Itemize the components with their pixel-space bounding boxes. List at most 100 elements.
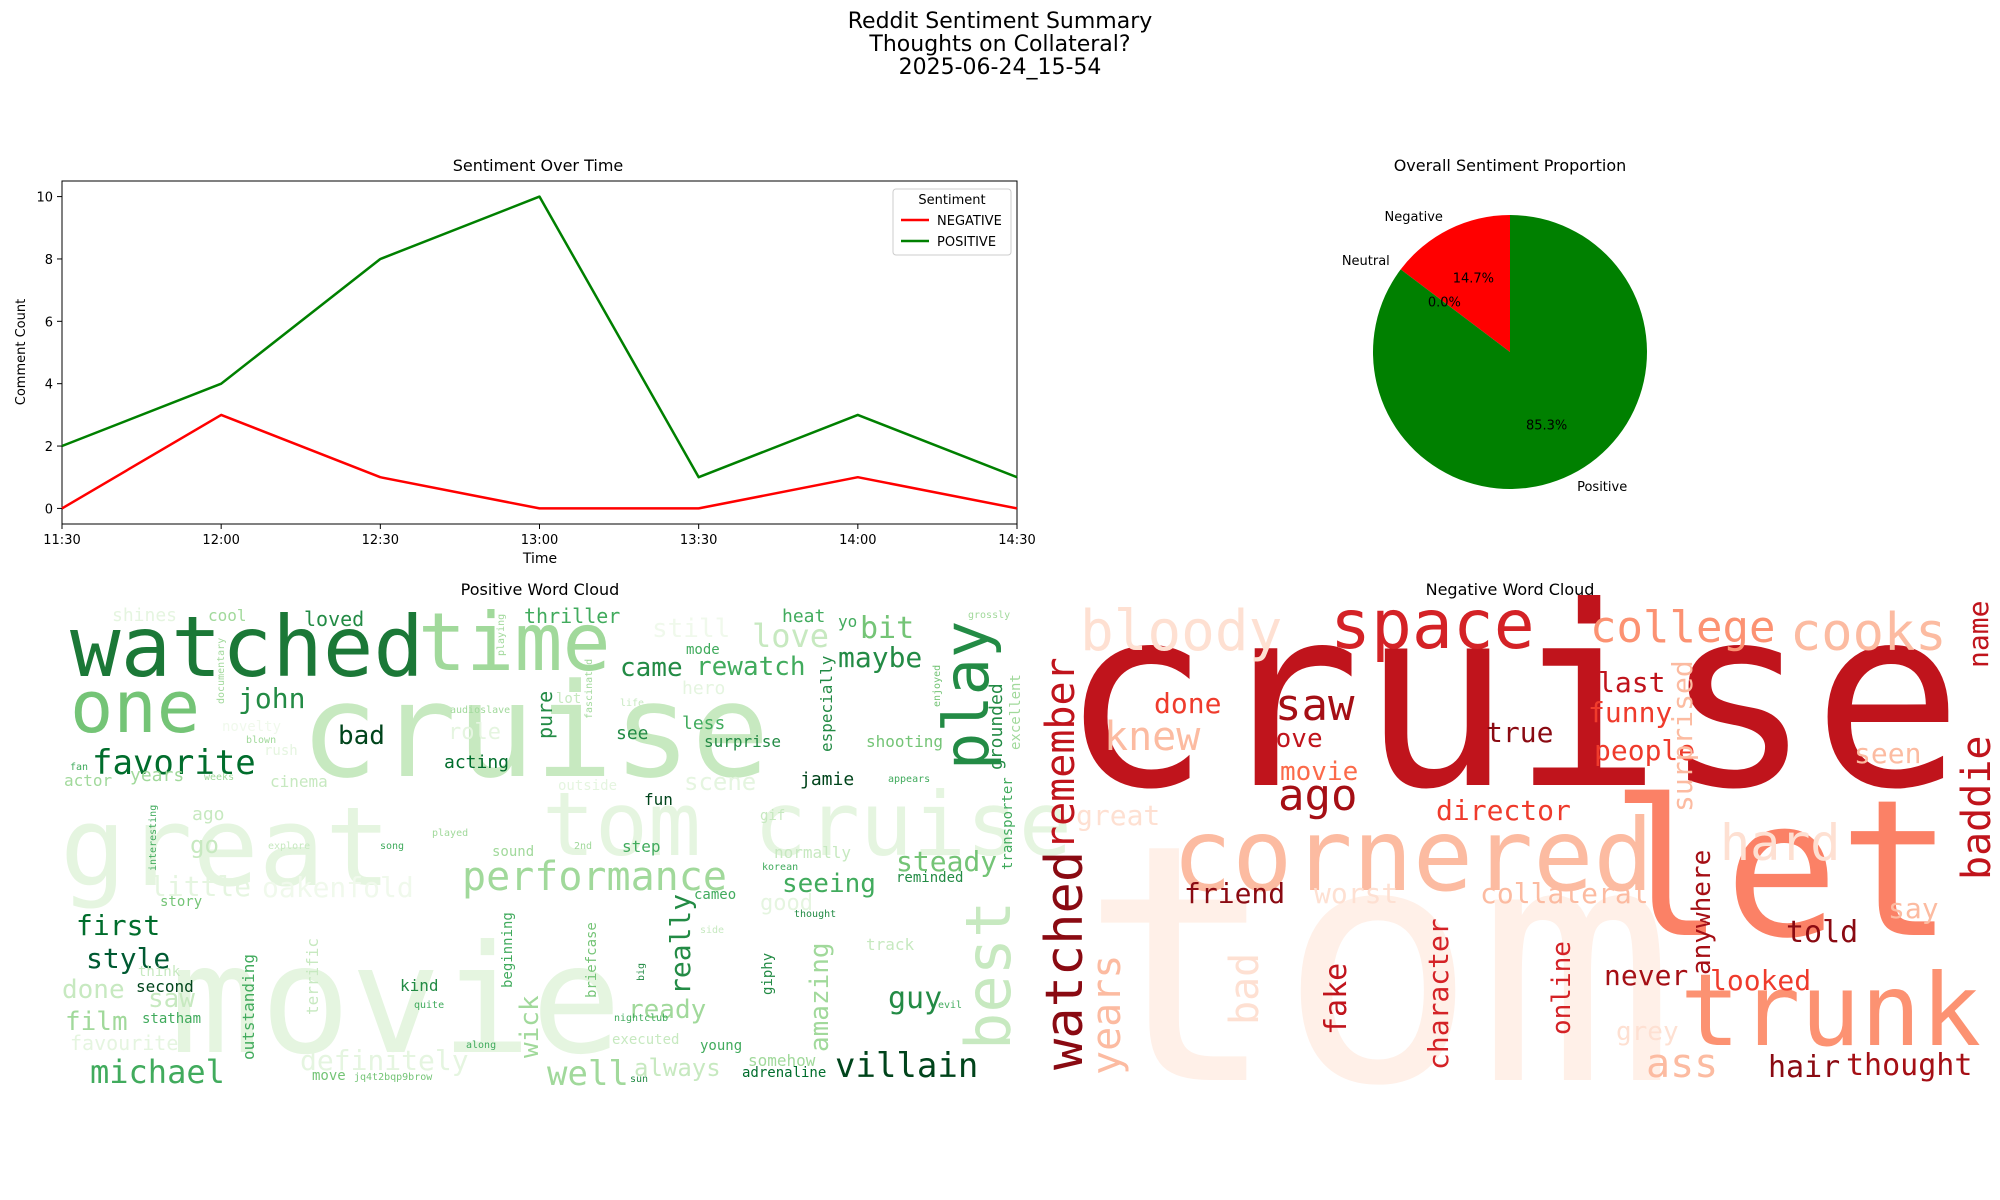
pie-slice-positive — [1372, 215, 1647, 490]
negative-word-cooks: cooks — [1790, 603, 1947, 663]
positive-word-favourite: favourite — [70, 1031, 178, 1055]
x-tick-label: 13:30 — [680, 533, 717, 548]
positive-word-nightclub: nightclub — [614, 1013, 668, 1024]
x-tick-label: 11:30 — [43, 533, 80, 548]
line-chart-xlabel: Time — [522, 551, 557, 567]
positive-word-oakenfold: oakenfold — [262, 871, 414, 904]
positive-word-years: years — [130, 765, 184, 786]
positive-word-time: time — [418, 596, 611, 689]
negative-word-surprised: surprised — [1666, 660, 1699, 812]
negative-word-trunk: trunk — [1680, 952, 1981, 1069]
negative-word-people: people — [1594, 734, 1695, 767]
negative-word-baddie: baddie — [1954, 736, 2000, 881]
pie-slice-negative — [1400, 215, 1510, 352]
positive-word-along: along — [466, 1040, 496, 1051]
positive-word-interesting: interesting — [148, 805, 159, 871]
negative-word-name: name — [1962, 601, 1995, 668]
negative-word-character: character — [1422, 918, 1455, 1070]
negative-word-cloud: Negative Word Cloud tomcruiseletcornered… — [1035, 553, 2000, 1158]
positive-word-surprise: surprise — [704, 732, 781, 751]
positive-word-steady: steady — [896, 845, 997, 878]
positive-word-yo: yo — [838, 612, 857, 631]
positive-word-always: always — [634, 1054, 721, 1082]
negative-word-never: never — [1604, 959, 1688, 992]
positive-word-rush: rush — [264, 743, 298, 759]
positive-word-adrenaline: adrenaline — [742, 1065, 826, 1081]
negative-word-say: say — [1888, 892, 1939, 925]
pie-pct-positive: 85.3% — [1526, 419, 1567, 434]
positive-word-2nd: 2nd — [574, 841, 592, 852]
negative-word-remember: remember — [1038, 657, 1084, 850]
positive-word-actor: actor — [64, 771, 113, 790]
positive-word-big: big — [636, 963, 647, 981]
negative-word-hard: hard — [1720, 814, 1840, 872]
positive-word-korean: korean — [762, 862, 798, 873]
positive-word-thought: thought — [794, 909, 836, 920]
negative-word-love: love — [1260, 724, 1323, 754]
suptitle-line-1: Reddit Sentiment Summary — [848, 9, 1153, 34]
negative-word-years: years — [1084, 955, 1130, 1075]
positive-word-go: go — [190, 831, 219, 859]
line-chart-series — [61, 195, 1018, 510]
positive-word-movie: movie — [170, 914, 622, 1088]
positive-word-good: good — [760, 891, 813, 916]
line-chart-legend: Sentiment NEGATIVE POSITIVE — [892, 188, 1012, 256]
positive-word-enjoyed: enjoyed — [932, 665, 943, 707]
positive-word-villain: villain — [835, 1046, 978, 1086]
positive-word-role: role — [448, 720, 501, 745]
positive-word-heat: heat — [782, 606, 825, 627]
y-tick-label: 4 — [45, 378, 53, 393]
negative-word-hair: hair — [1768, 1050, 1840, 1085]
positive-word-really: really — [664, 894, 697, 995]
positive-word-excellent: excellent — [1008, 674, 1024, 750]
line-chart-ylabel: Comment Count — [14, 299, 29, 405]
positive-word-song: song — [380, 841, 404, 852]
positive-word-lot: lot — [556, 691, 581, 707]
positive-word-ready: ready — [628, 995, 706, 1025]
positive-word-step: step — [622, 837, 661, 856]
positive-word-bit: bit — [860, 611, 914, 646]
negative-word-grey: grey — [1616, 1017, 1679, 1047]
negative-word-director: director — [1436, 794, 1571, 827]
pie-label-neutral: Neutral — [1342, 254, 1390, 269]
positive-word-love: love — [752, 617, 829, 655]
positive-word-novelty: novelty — [222, 719, 281, 735]
positive-word-blown: blown — [246, 735, 276, 746]
positive-word-transporter: transporter — [1000, 777, 1016, 870]
pie-labels: Negative 14.7% Neutral 0.0% Positive 85.3% — [1342, 210, 1627, 495]
positive-word-well: well — [547, 1054, 629, 1094]
positive-word-cinema: cinema — [270, 772, 328, 791]
positive-word-mode: mode — [686, 642, 720, 658]
negative-word-thought: thought — [1846, 1048, 1972, 1083]
negative-word-told: told — [1786, 915, 1858, 950]
line-chart-frame — [61, 180, 1018, 525]
pie-chart-title: Overall Sentiment Proportion — [1394, 156, 1627, 175]
positive-word-shooting: shooting — [866, 732, 943, 751]
negative-word-cruise: cruise — [1060, 553, 1963, 844]
positive-word-thriller: thriller — [524, 604, 620, 628]
positive-word-cool: cool — [208, 606, 247, 625]
positive-word-john: john — [238, 682, 305, 715]
suptitle-line-3: 2025-06-24_15-54 — [899, 55, 1102, 80]
figure-suptitle: Reddit Sentiment Summary Thoughts on Col… — [848, 9, 1153, 80]
positive-word-giphy: giphy — [760, 953, 776, 995]
positive-word-first: first — [76, 909, 160, 942]
positive-word-jq4t2bqp9brow: jq4t2bqp9brow — [354, 1072, 433, 1083]
positive-word-played: played — [432, 828, 468, 839]
line-chart-title: Sentiment Over Time — [453, 156, 624, 175]
x-tick-label: 13:00 — [521, 533, 558, 548]
positive-word-cruise: cruise — [300, 655, 770, 807]
positive-word-quite: quite — [414, 1000, 444, 1011]
positive-word-move: move — [312, 1068, 346, 1084]
series-line-negative — [61, 413, 1018, 510]
positive-word-weeks: weeks — [204, 772, 234, 783]
positive-word-especially: especially — [817, 655, 836, 752]
positive-word-one: one — [70, 665, 200, 749]
positive-word-tom-cruise: tom cruise — [542, 773, 1072, 876]
positive-word-ago: ago — [192, 804, 225, 825]
positive-word-gif: gif — [760, 808, 785, 824]
positive-word-scene: scene — [684, 768, 756, 796]
